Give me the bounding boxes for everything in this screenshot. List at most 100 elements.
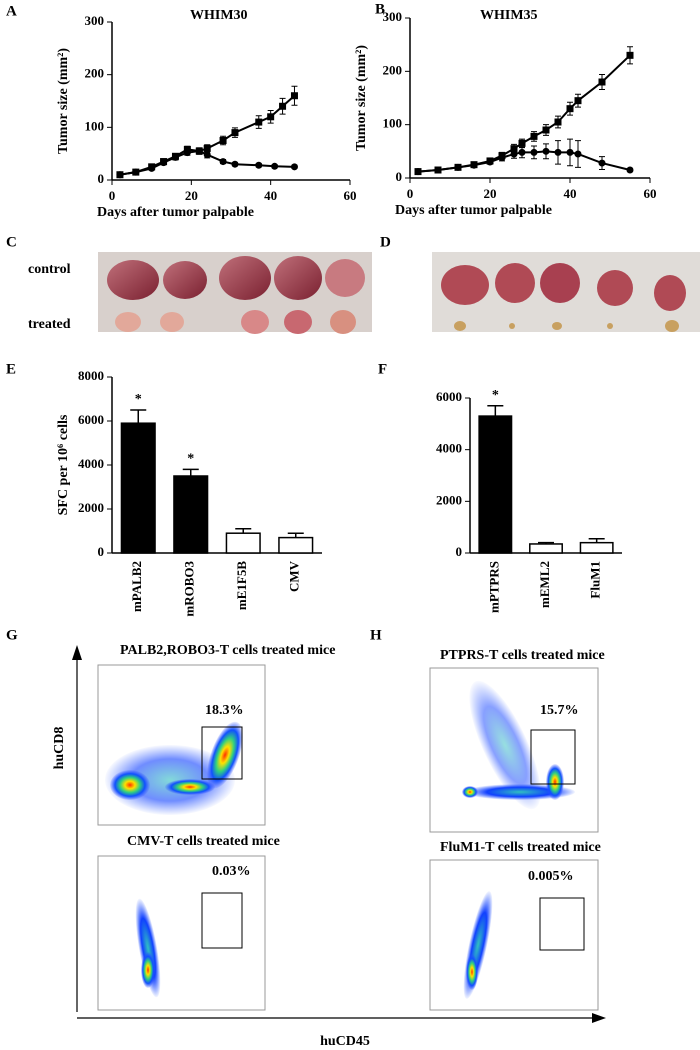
marker [566, 105, 574, 113]
flow-title: FluM1-T cells treated mice [440, 840, 601, 855]
row-label: control [28, 262, 71, 277]
y-tick-label: 300 [85, 13, 105, 28]
y-tick-label: 8000 [78, 368, 104, 383]
marker [454, 163, 462, 171]
marker [598, 159, 606, 167]
marker [203, 144, 211, 152]
marker [148, 164, 156, 172]
flow-plot [97, 855, 266, 1011]
marker [279, 102, 287, 110]
panel-label: B [375, 1, 385, 17]
panel-label: G [6, 627, 18, 643]
marker [183, 149, 191, 157]
marker [231, 129, 239, 137]
bar [579, 541, 614, 554]
y-tick-label: 0 [98, 171, 105, 186]
x-tick-label: mE1F5B [234, 561, 249, 610]
flow-title: PTPRS-T cells treated mice [440, 648, 605, 663]
y-tick-label: 0 [456, 544, 463, 559]
y-tick-label: 200 [85, 66, 105, 81]
axis-label: huCD8 [52, 727, 67, 770]
x-tick-label: mEML2 [537, 561, 552, 608]
marker [518, 148, 526, 156]
significance: * [135, 392, 142, 407]
panel-label: F [378, 361, 387, 377]
x-tick-label: 0 [407, 186, 414, 201]
gate-percent: 18.3% [205, 703, 244, 718]
error-bar [130, 409, 147, 424]
marker [195, 147, 203, 155]
error-bar [487, 405, 504, 417]
x-axis-label: Days after tumor palpable [97, 205, 254, 220]
axis-label: huCD45 [320, 1034, 370, 1049]
x-tick-label: 0 [109, 188, 116, 203]
marker [510, 150, 518, 158]
y-axis-label: Tumor size (mm²) [354, 45, 369, 151]
marker [518, 139, 526, 147]
marker [414, 168, 422, 176]
flow-plot [429, 667, 599, 833]
y-tick-label: 2000 [436, 492, 462, 507]
photo-d [432, 252, 700, 332]
marker [510, 145, 518, 153]
marker [203, 151, 211, 159]
marker [271, 162, 279, 170]
marker [554, 148, 562, 156]
x-tick-label: mPALB2 [129, 561, 144, 612]
bar [120, 422, 156, 554]
panel-label: E [6, 361, 16, 377]
flow-plot [97, 664, 266, 826]
y-tick-label: 4000 [436, 441, 462, 456]
marker [434, 166, 442, 174]
x-tick-label: FluM1 [588, 561, 603, 599]
x-tick-label: 20 [484, 186, 497, 201]
y-axis-label: SFC per 10⁶ cells [56, 414, 71, 515]
gate-percent: 15.7% [540, 703, 579, 718]
arrow-head [72, 645, 82, 660]
y-tick-label: 6000 [436, 389, 462, 404]
marker [598, 78, 606, 86]
y-axis-label: Tumor size (mm²) [56, 48, 71, 154]
marker [498, 154, 506, 162]
panel-label: C [6, 234, 17, 250]
marker [574, 97, 582, 105]
flow-plot [429, 859, 599, 1011]
marker [255, 161, 263, 169]
bar [173, 475, 209, 554]
marker [231, 160, 239, 168]
marker [219, 158, 227, 166]
x-tick-label: 20 [185, 188, 198, 203]
gate-percent: 0.005% [528, 869, 574, 884]
y-tick-label: 100 [85, 118, 105, 133]
marker [530, 148, 538, 156]
y-tick-label: 2000 [78, 500, 104, 515]
flow-title: PALB2,ROBO3-T cells treated mice [120, 643, 335, 658]
marker [530, 132, 538, 140]
row-label: treated [28, 317, 71, 332]
marker [171, 153, 179, 161]
x-axis-label: Days after tumor palpable [395, 203, 552, 218]
panel-label: H [370, 627, 382, 643]
gate-percent: 0.03% [212, 864, 251, 879]
marker [566, 148, 574, 156]
marker [626, 51, 634, 59]
flow-title: CMV-T cells treated mice [127, 834, 280, 849]
significance: * [492, 388, 499, 403]
x-tick-label: 40 [564, 186, 577, 201]
marker [160, 159, 168, 167]
marker [542, 126, 550, 134]
bar [278, 536, 314, 554]
arrow-head [592, 1013, 606, 1023]
bar [529, 543, 563, 554]
series-line [119, 94, 296, 176]
chart-title: WHIM30 [190, 8, 248, 23]
bar [225, 532, 261, 554]
photo-c [98, 252, 372, 334]
y-tick-label: 300 [383, 9, 403, 24]
x-tick-label: 60 [644, 186, 657, 201]
marker [132, 168, 140, 176]
marker [219, 137, 227, 144]
marker [470, 161, 478, 169]
chart-title: WHIM35 [480, 8, 538, 23]
